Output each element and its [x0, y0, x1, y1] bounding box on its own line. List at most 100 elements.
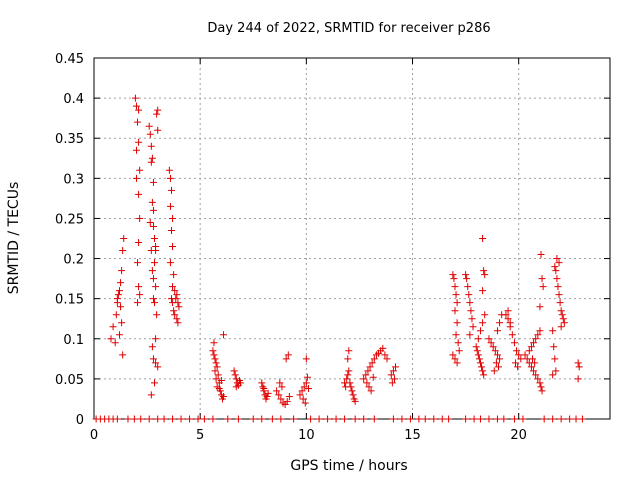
data-point: [517, 355, 525, 363]
data-point: [453, 319, 461, 327]
data-point: [490, 367, 498, 375]
data-point: [214, 371, 222, 379]
data-point: [532, 335, 540, 343]
data-point: [479, 235, 487, 242]
data-point: [278, 383, 286, 391]
data-point: [540, 415, 548, 423]
data-point: [186, 415, 194, 423]
data-point: [134, 259, 142, 267]
data-point: [480, 371, 488, 379]
data-point: [449, 351, 457, 359]
data-point: [296, 391, 304, 399]
data-point: [368, 359, 376, 367]
data-point: [398, 415, 406, 423]
y-tick-label: 0: [76, 413, 84, 428]
data-point: [445, 415, 453, 423]
data-point: [113, 415, 121, 423]
data-point: [120, 235, 128, 242]
data-point: [554, 283, 562, 291]
data-point: [473, 347, 481, 355]
data-point: [365, 383, 373, 391]
data-point: [263, 393, 271, 401]
data-point: [493, 327, 501, 335]
y-tick-label: 0.45: [55, 52, 84, 67]
data-point: [259, 383, 267, 391]
data-point: [258, 379, 266, 387]
data-point: [360, 415, 368, 423]
data-point: [285, 393, 293, 401]
data-point: [536, 303, 544, 311]
data-point: [151, 299, 159, 307]
data-point: [209, 347, 217, 355]
data-point: [379, 344, 387, 352]
data-point: [220, 331, 228, 339]
data-point: [510, 339, 518, 347]
data-point: [525, 347, 533, 355]
data-point: [495, 363, 503, 371]
data-point: [475, 355, 483, 363]
data-point: [555, 259, 563, 267]
data-point: [153, 110, 161, 118]
data-point: [303, 373, 311, 381]
data-point: [177, 415, 185, 423]
data-point: [135, 106, 143, 114]
data-point: [415, 415, 423, 423]
data-point: [174, 319, 182, 327]
data-point: [169, 283, 177, 291]
y-tick-label: 0.15: [55, 293, 84, 308]
x-tick-label: 15: [404, 428, 421, 443]
grid: [94, 58, 610, 419]
data-point: [149, 355, 157, 363]
data-point: [166, 174, 174, 182]
data-point: [349, 391, 357, 399]
data-point: [466, 299, 474, 307]
data-point: [173, 291, 181, 299]
data-point: [234, 415, 242, 423]
data-point: [119, 247, 127, 255]
data-point: [489, 343, 497, 351]
data-point: [147, 142, 155, 150]
data-point: [370, 415, 378, 423]
data-point: [370, 355, 378, 363]
data-point: [258, 415, 266, 423]
data-point: [527, 363, 535, 371]
data-point: [152, 359, 160, 367]
x-tick-label: 5: [196, 428, 204, 443]
y-tick-label: 0.05: [55, 373, 84, 388]
data-point: [537, 383, 545, 391]
data-point: [557, 415, 565, 423]
data-point: [566, 415, 574, 423]
data-point: [496, 355, 504, 363]
data-point: [149, 275, 157, 283]
data-point: [553, 255, 561, 263]
y-tick-label: 0.3: [63, 172, 84, 187]
data-point: [438, 415, 446, 423]
data-point: [348, 387, 356, 395]
data-point: [299, 395, 307, 403]
data-point: [508, 331, 516, 339]
data-point: [539, 283, 547, 291]
data-point: [383, 355, 391, 363]
data-point: [302, 379, 310, 387]
data-point: [367, 387, 375, 395]
data-point: [553, 275, 561, 283]
y-axis-label: SRMTID / TECUs: [6, 182, 22, 295]
data-point: [307, 415, 315, 423]
data-point: [451, 283, 459, 291]
data-point: [283, 397, 291, 405]
data-point: [147, 158, 155, 166]
y-tick-label: 0.35: [55, 132, 84, 147]
data-point: [273, 387, 281, 395]
data-point: [166, 259, 174, 267]
data-point: [530, 339, 538, 347]
data-point: [154, 363, 162, 371]
data-point: [532, 371, 540, 379]
data-point: [474, 351, 482, 359]
data-point: [479, 287, 487, 295]
data-point: [476, 327, 484, 335]
data-point: [277, 415, 285, 423]
data-point: [514, 363, 522, 371]
data-point: [345, 347, 353, 355]
data-point: [454, 339, 462, 347]
